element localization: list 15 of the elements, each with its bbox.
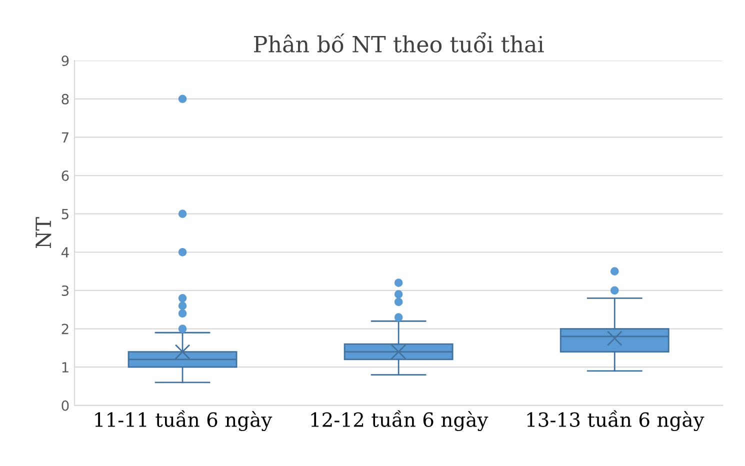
y-tick-label: 6 — [62, 170, 69, 181]
x-tick-label: 11-11 tuần 6 ngày — [95, 410, 272, 432]
y-tick-label: 1 — [62, 362, 68, 372]
y-tick-label: 2 — [62, 324, 68, 334]
y-tick-label: 7 — [62, 132, 68, 142]
y-tick-label: 4 — [61, 247, 69, 258]
y-tick-label: 8 — [62, 94, 69, 104]
y-axis-title: NT — [36, 217, 52, 248]
y-tick-label: 3 — [62, 285, 69, 296]
y-tick-label: 0 — [62, 400, 69, 411]
x-tick-label: 12-12 tuần 6 ngày — [311, 410, 488, 432]
x-tick-label: 13-13 tuần 6 ngày — [527, 410, 704, 432]
chart-title: Phân bố NT theo tuổi thai — [254, 32, 544, 53]
y-tick-label: 5 — [62, 208, 68, 220]
y-tick-label: 9 — [62, 56, 69, 66]
